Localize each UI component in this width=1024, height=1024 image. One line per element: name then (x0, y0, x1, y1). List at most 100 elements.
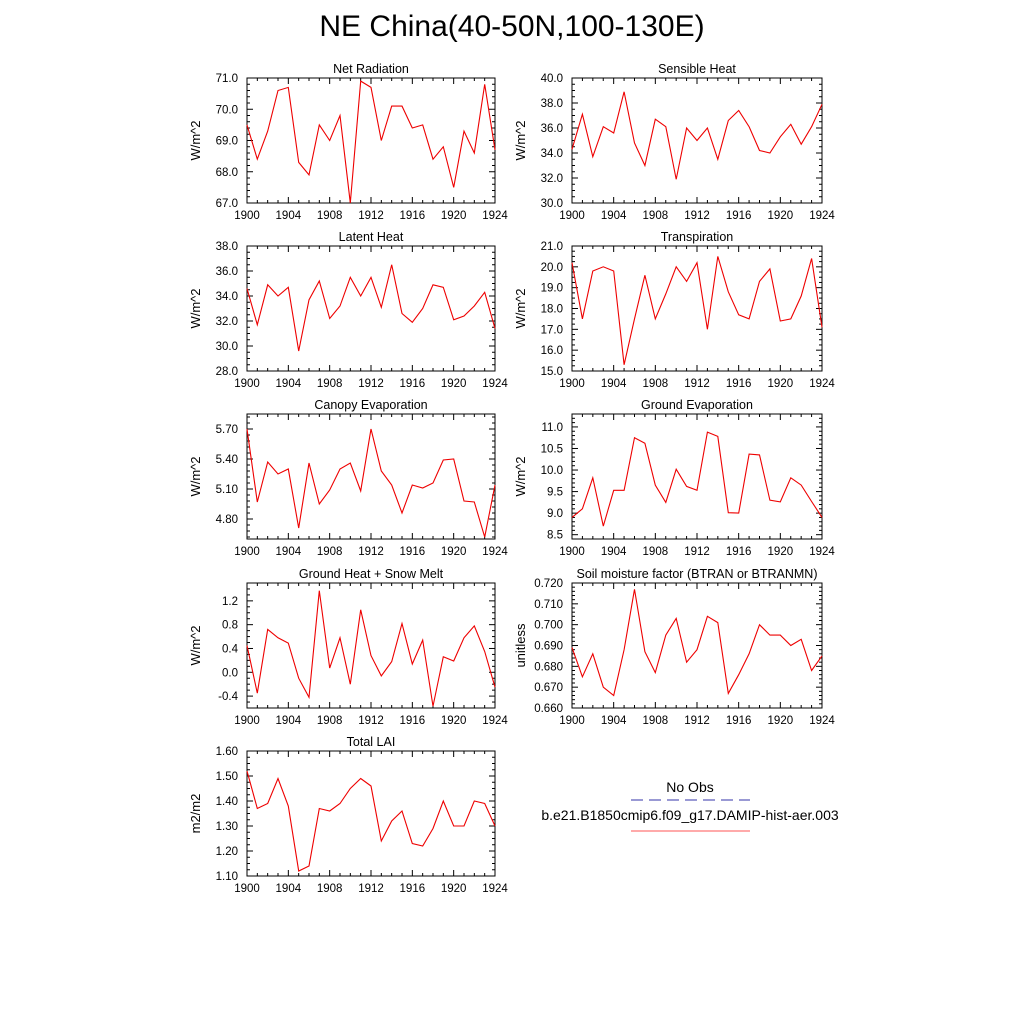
panel-transpiration-series-line (571, 256, 823, 365)
panel-ground-heat-snow-melt-xtick-label: 1920 (441, 715, 467, 727)
panel-ground-evaporation-xtick-label: 1904 (601, 546, 627, 558)
panel-canopy-evaporation-ytick-label: 5.10 (216, 484, 238, 496)
panel-canopy-evaporation-xtick-label: 1916 (400, 546, 426, 558)
panel-transpiration-xtick-label: 1904 (601, 378, 627, 390)
panel-latent-heat-ytick-label: 36.0 (216, 266, 238, 278)
panel-ground-evaporation-series-line (571, 431, 823, 527)
panel-latent-heat-ytick-label: 30.0 (216, 341, 238, 353)
legend: No Obs b.e21.B1850cmip6.f09_g17.DAMIP-hi… (541, 779, 839, 832)
panel-total-lai: Total LAI m2/m2 1900 1904 1908 1912 1916 1920 19… (188, 735, 508, 895)
panel-transpiration-ytick-label: 16.0 (541, 345, 563, 357)
panel-sensible-heat-ytick-label: 40.0 (541, 73, 563, 85)
panel-transpiration-ytick-label: 15.0 (541, 366, 563, 378)
panel-sensible-heat-ytick-label: 30.0 (541, 198, 563, 210)
panel-ground-evaporation-frame (571, 413, 823, 540)
panel-soil-moisture-factor-btran-or-btranmn-frame (571, 582, 823, 709)
panel-net-radiation-xtick-label: 1924 (482, 210, 508, 222)
panel-ground-evaporation-xtick-label: 1916 (726, 546, 752, 558)
panel-ground-heat-snow-melt-xtick-label: 1908 (317, 715, 343, 727)
panel-transpiration-ytick-label: 19.0 (541, 283, 563, 295)
panel-canopy-evaporation-ytick-label: 5.70 (216, 424, 238, 436)
panel-total-lai-xtick-label: 1904 (276, 883, 302, 895)
legend-label-model-run: b.e21.B1850cmip6.f09_g17.DAMIP-hist-aer.… (541, 807, 839, 823)
panel-ground-evaporation-ytick-label: 11.0 (541, 422, 563, 434)
panel-latent-heat-series-line (246, 264, 496, 352)
panel-sensible-heat-title: Sensible Heat (658, 62, 736, 76)
panel-total-lai-ylabel: m2/m2 (188, 794, 203, 834)
panel-transpiration-ylabel: W/m^2 (513, 288, 528, 328)
panel-total-lai-ytick-label: 1.50 (216, 771, 238, 783)
panel-ground-heat-snow-melt-xtick-label: 1924 (482, 715, 508, 727)
panel-ground-heat-snow-melt-ytick-label: 0.8 (222, 620, 238, 632)
panel-ground-evaporation-title: Ground Evaporation (641, 398, 753, 412)
panel-ground-evaporation: Ground Evaporation W/m^2 1900 1904 1908 1912 1… (513, 398, 835, 558)
panel-soil-moisture-factor-btran-or-btranmn-xtick-label: 1924 (809, 715, 835, 727)
panel-net-radiation-ytick-label: 71.0 (216, 73, 238, 85)
panel-net-radiation-xtick-label: 1904 (276, 210, 302, 222)
panel-transpiration-xtick-label: 1900 (559, 378, 585, 390)
panel-latent-heat-xtick-label: 1924 (482, 378, 508, 390)
panel-transpiration-xtick-label: 1912 (684, 378, 710, 390)
panel-soil-moisture-factor-btran-or-btranmn-ytick-label: 0.690 (534, 641, 563, 653)
panel-sensible-heat-ytick-label: 32.0 (541, 173, 563, 185)
panel-total-lai-ytick-label: 1.60 (216, 746, 238, 758)
panel-transpiration-ytick-label: 20.0 (541, 262, 563, 274)
panel-ground-evaporation-xtick-label: 1924 (809, 546, 835, 558)
panel-net-radiation-frame (246, 77, 496, 204)
panel-soil-moisture-factor-btran-or-btranmn-xtick-label: 1912 (684, 715, 710, 727)
panel-ground-evaporation-ytick-label: 10.0 (541, 465, 563, 477)
panel-sensible-heat: Sensible Heat W/m^2 1900 1904 1908 1912 1916 19… (513, 62, 835, 222)
panel-sensible-heat-ytick-label: 38.0 (541, 98, 563, 110)
panel-ground-evaporation-xtick-label: 1908 (643, 546, 669, 558)
panel-net-radiation-ytick-label: 68.0 (216, 167, 238, 179)
panel-latent-heat-ytick-label: 32.0 (216, 316, 238, 328)
panel-net-radiation-ylabel: W/m^2 (188, 120, 203, 160)
panel-net-radiation-ytick-label: 70.0 (216, 104, 238, 116)
panel-ground-heat-snow-melt-xtick-label: 1900 (234, 715, 260, 727)
panel-latent-heat-xtick-label: 1920 (441, 378, 467, 390)
panel-ground-evaporation-ytick-label: 8.5 (547, 530, 563, 542)
panel-canopy-evaporation: Canopy Evaporation W/m^2 1900 1904 1908 1912 1… (188, 398, 508, 558)
panel-total-lai-xtick-label: 1916 (400, 883, 426, 895)
panel-canopy-evaporation-xtick-label: 1900 (234, 546, 260, 558)
panels-layer: Net Radiation W/m^2 1900 1904 1908 1912 1916 19… (188, 62, 835, 895)
panel-total-lai-ytick-label: 1.20 (216, 846, 238, 858)
panel-canopy-evaporation-title: Canopy Evaporation (314, 398, 427, 412)
panel-soil-moisture-factor-btran-or-btranmn-ytick-label: 0.670 (534, 682, 563, 694)
panel-ground-evaporation-ytick-label: 9.0 (547, 508, 563, 520)
panel-net-radiation-title: Net Radiation (333, 62, 409, 76)
panel-latent-heat: Latent Heat W/m^2 1900 1904 1908 1912 1916 1920… (188, 230, 508, 390)
panel-total-lai-xtick-label: 1924 (482, 883, 508, 895)
panel-total-lai-frame (246, 750, 496, 877)
panel-latent-heat-xtick-label: 1916 (400, 378, 426, 390)
panel-net-radiation-series-line (246, 80, 496, 204)
panel-latent-heat-ytick-label: 28.0 (216, 366, 238, 378)
panel-transpiration-title: Transpiration (661, 230, 734, 244)
legend-label-no-obs: No Obs (666, 779, 713, 795)
panel-sensible-heat-xtick-label: 1920 (768, 210, 794, 222)
panel-sensible-heat-ytick-label: 36.0 (541, 123, 563, 135)
panel-ground-evaporation-ytick-label: 9.5 (547, 487, 563, 499)
panel-sensible-heat-ytick-label: 34.0 (541, 148, 563, 160)
panel-latent-heat-title: Latent Heat (339, 230, 404, 244)
panel-sensible-heat-xtick-label: 1904 (601, 210, 627, 222)
panel-soil-moisture-factor-btran-or-btranmn-ylabel: unitless (513, 623, 528, 668)
panel-transpiration-ytick-label: 18.0 (541, 304, 563, 316)
panel-ground-heat-snow-melt-ytick-label: 0.4 (222, 643, 239, 655)
panel-total-lai-xtick-label: 1908 (317, 883, 343, 895)
page-title: NE China(40-50N,100-130E) (319, 10, 705, 43)
panel-net-radiation-xtick-label: 1920 (441, 210, 467, 222)
panel-transpiration-xtick-label: 1924 (809, 378, 835, 390)
panel-soil-moisture-factor-btran-or-btranmn-ytick-label: 0.710 (534, 599, 563, 611)
panel-total-lai-title: Total LAI (347, 735, 396, 749)
panel-net-radiation-xtick-label: 1900 (234, 210, 260, 222)
panel-ground-heat-snow-melt-ytick-label: -0.4 (218, 691, 238, 703)
panel-soil-moisture-factor-btran-or-btranmn-xtick-label: 1908 (643, 715, 669, 727)
panel-sensible-heat-xtick-label: 1912 (684, 210, 710, 222)
panel-latent-heat-xtick-label: 1908 (317, 378, 343, 390)
panel-ground-evaporation-xtick-label: 1912 (684, 546, 710, 558)
panel-ground-heat-snow-melt-xtick-label: 1916 (400, 715, 426, 727)
panel-soil-moisture-factor-btran-or-btranmn-xtick-label: 1900 (559, 715, 585, 727)
panel-canopy-evaporation-xtick-label: 1908 (317, 546, 343, 558)
